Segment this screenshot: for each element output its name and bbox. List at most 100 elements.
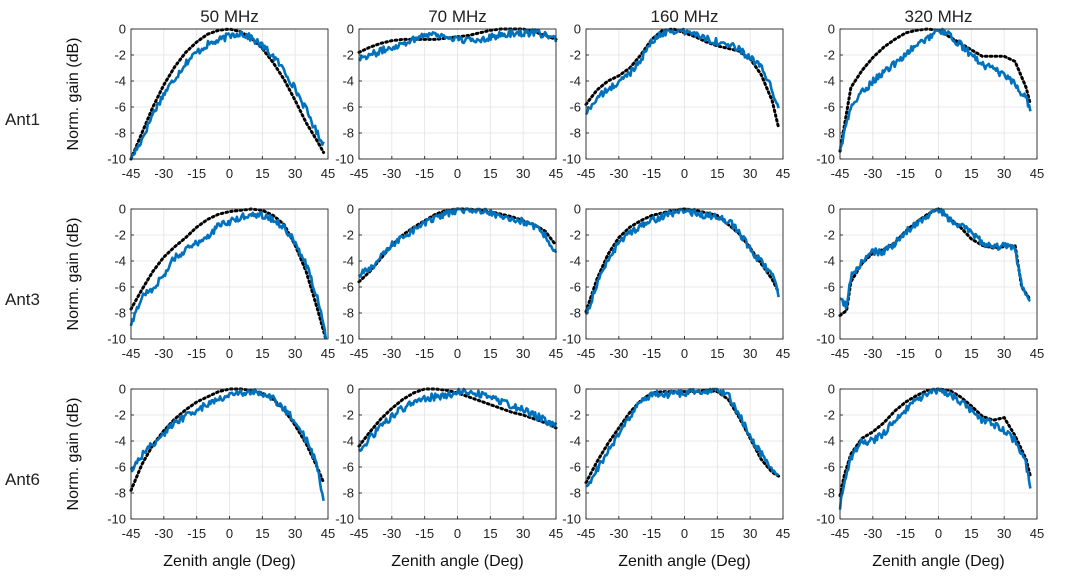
x-tick-label: -15: [896, 526, 915, 541]
x-tick-label: -30: [154, 166, 173, 181]
y-tick-label: -8: [342, 486, 354, 501]
x-tick-label: 45: [549, 166, 563, 181]
y-tick-label: -4: [114, 254, 126, 269]
y-tick-label: -10: [816, 332, 835, 347]
y-tick-label: -6: [823, 460, 835, 475]
x-tick-label: 30: [997, 526, 1011, 541]
x-tick-label: 0: [935, 346, 942, 361]
x-tick-label: 30: [288, 166, 302, 181]
x-tick-label: -15: [415, 346, 434, 361]
panel-ant6-160mhz: -45 -30 -15 0 15 30 45 0 -2 -4 -6 -8 -10: [562, 382, 790, 542]
x-tick-label: 45: [321, 526, 335, 541]
x-tick-label: -30: [609, 346, 628, 361]
panel-ant1-160mhz: -45 -30 -15 0 15 30 45 0 -2 -4 -6 -8 -10: [562, 22, 790, 182]
x-tick-label: -45: [122, 166, 141, 181]
x-tick-label: -45: [122, 526, 141, 541]
x-tick-label: 0: [454, 166, 461, 181]
measured-series-line: [839, 207, 1031, 310]
y-tick-label: -6: [342, 460, 354, 475]
y-tick-label: -10: [562, 152, 581, 167]
y-tick-label: -10: [335, 332, 354, 347]
y-tick-label: -4: [114, 74, 126, 89]
y-tick-label: -4: [114, 434, 126, 449]
y-tick-label: -4: [569, 254, 581, 269]
y-tick-label: -2: [114, 408, 126, 423]
measured-series-line: [129, 388, 325, 502]
measured-series-line: [838, 27, 1032, 151]
simulated-series-line: [129, 207, 328, 341]
y-tick-label: -8: [114, 306, 126, 321]
x-tick-label: -15: [187, 346, 206, 361]
panel-ant3-160mhz: -45 -30 -15 0 15 30 45 0 -2 -4 -6 -8 -10: [562, 202, 790, 362]
row-label: Ant3: [5, 290, 40, 309]
x-tick-label: -45: [577, 526, 596, 541]
x-tick-label: -30: [382, 166, 401, 181]
y-tick-label: -2: [569, 48, 581, 63]
x-tick-label: 15: [255, 166, 269, 181]
measured-series-line: [358, 28, 558, 62]
x-tick-label: -30: [609, 166, 628, 181]
y-tick-label: -10: [335, 152, 354, 167]
x-tick-label: -30: [863, 526, 882, 541]
x-tick-label: 0: [935, 166, 942, 181]
y-tick-label: 0: [347, 202, 354, 217]
x-tick-label: -45: [350, 526, 369, 541]
x-tick-label: 30: [516, 346, 530, 361]
x-tick-label: 30: [516, 166, 530, 181]
x-tick-label: 15: [483, 166, 497, 181]
x-tick-label: 0: [935, 526, 942, 541]
panel-ant3-50mhz: -45 -30 -15 0 15 30 45 0 -2 -4 -6 -8 -10: [107, 202, 335, 362]
x-tick-label: 0: [226, 526, 233, 541]
y-tick-label: -2: [823, 408, 835, 423]
y-tick-label: -6: [569, 460, 581, 475]
x-tick-label: -45: [577, 166, 596, 181]
x-tick-label: 15: [483, 526, 497, 541]
y-axis-label: Norm. gain (dB): [65, 218, 82, 331]
y-tick-label: -4: [342, 434, 354, 449]
x-tick-label: -15: [642, 166, 661, 181]
x-tick-label: 30: [288, 526, 302, 541]
y-tick-label: -8: [823, 486, 835, 501]
y-tick-label: -10: [335, 512, 354, 527]
x-tick-label: 15: [710, 166, 724, 181]
x-tick-label: -15: [896, 166, 915, 181]
y-tick-label: 0: [119, 22, 126, 37]
y-tick-label: -10: [107, 512, 126, 527]
y-tick-label: -8: [823, 306, 835, 321]
y-tick-label: -2: [569, 228, 581, 243]
x-tick-label: 45: [1030, 526, 1044, 541]
x-tick-label: 45: [549, 346, 563, 361]
y-tick-label: -8: [342, 126, 354, 141]
x-tick-label: -15: [187, 526, 206, 541]
x-tick-label: -15: [415, 166, 434, 181]
y-tick-label: -10: [107, 332, 126, 347]
column-title: 160 MHz: [650, 7, 718, 26]
x-tick-label: -45: [350, 166, 369, 181]
y-tick-label: -8: [114, 126, 126, 141]
x-tick-label: 0: [226, 166, 233, 181]
x-tick-label: -45: [831, 166, 850, 181]
x-tick-label: 45: [776, 526, 790, 541]
x-tick-label: -30: [863, 346, 882, 361]
y-tick-label: 0: [574, 382, 581, 397]
x-tick-label: 15: [710, 346, 724, 361]
y-tick-label: -2: [342, 408, 354, 423]
panel-ant6-50mhz: -45 -30 -15 0 15 30 45 0 -2 -4 -6 -8 -10: [107, 382, 335, 542]
y-tick-label: 0: [119, 382, 126, 397]
y-tick-label: -4: [823, 74, 835, 89]
y-tick-label: -2: [823, 48, 835, 63]
x-tick-label: 30: [997, 346, 1011, 361]
x-tick-label: -30: [382, 526, 401, 541]
y-tick-label: 0: [347, 22, 354, 37]
x-tick-label: -15: [642, 346, 661, 361]
column-title: 70 MHz: [428, 7, 487, 26]
panel-ant3-320mhz: -45 -30 -15 0 15 30 45 0 -2 -4 -6 -8 -10: [816, 202, 1044, 362]
x-axis-label: Zenith angle (Deg): [872, 553, 1005, 570]
panel-ant3-70mhz: -45 -30 -15 0 15 30 45 0 -2 -4 -6 -8 -10: [335, 202, 563, 362]
panel-ant1-70mhz: -45 -30 -15 0 15 30 45 0 -2 -4 -6 -8 -10: [335, 22, 563, 182]
x-tick-label: 0: [454, 526, 461, 541]
y-tick-label: 0: [828, 202, 835, 217]
y-tick-label: -4: [823, 254, 835, 269]
x-axis-label: Zenith angle (Deg): [618, 553, 751, 570]
y-tick-label: -8: [569, 306, 581, 321]
